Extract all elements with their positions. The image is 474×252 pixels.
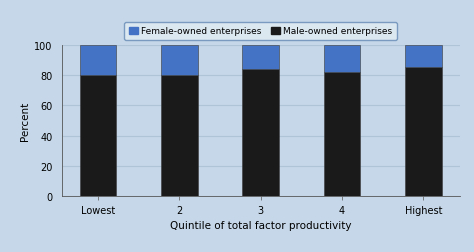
Bar (161, 45, 198, 76)
Y-axis label: Percent: Percent (20, 101, 30, 141)
Bar (80, 45, 116, 76)
X-axis label: Quintile of total factor productivity: Quintile of total factor productivity (170, 220, 351, 230)
Bar (242, 70, 279, 197)
Bar (80, 76, 116, 197)
Bar (324, 45, 360, 73)
Legend: Female-owned enterprises, Male-owned enterprises: Female-owned enterprises, Male-owned ent… (124, 23, 397, 41)
Bar (405, 45, 442, 68)
Bar (161, 76, 198, 197)
Bar (242, 45, 279, 70)
Bar (324, 73, 360, 197)
Bar (405, 68, 442, 197)
